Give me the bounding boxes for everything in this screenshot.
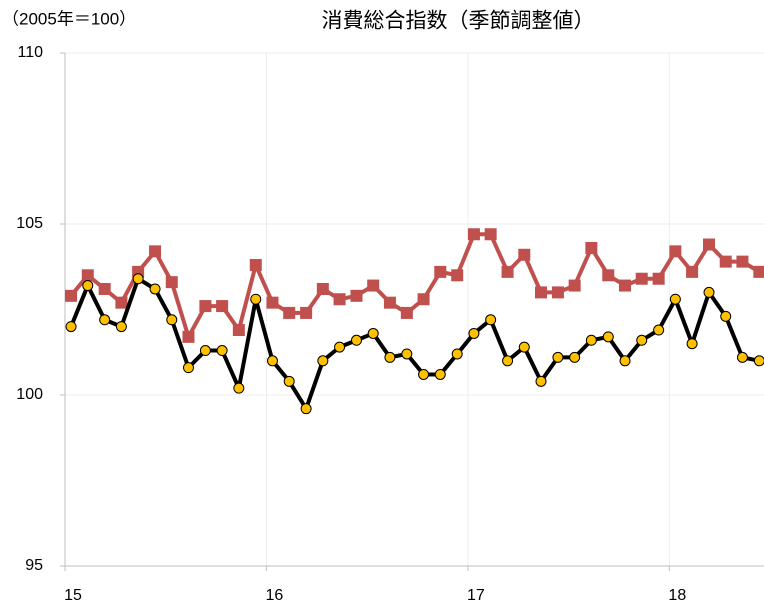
marker xyxy=(182,362,194,374)
marker xyxy=(266,355,278,367)
marker xyxy=(367,279,380,292)
marker xyxy=(653,324,665,336)
marker xyxy=(81,269,94,282)
series-line xyxy=(69,276,760,411)
marker xyxy=(484,228,497,241)
marker xyxy=(166,314,178,326)
marker xyxy=(65,289,78,302)
marker xyxy=(669,245,682,258)
marker xyxy=(317,355,329,367)
marker xyxy=(669,293,681,305)
marker xyxy=(451,269,464,282)
x-tick-label: 18 xyxy=(668,587,686,604)
marker xyxy=(250,293,262,305)
marker xyxy=(132,273,144,285)
marker xyxy=(703,286,715,298)
marker xyxy=(485,314,497,326)
marker xyxy=(719,255,732,268)
marker xyxy=(569,351,581,363)
marker xyxy=(635,272,648,285)
marker xyxy=(115,296,128,309)
marker xyxy=(418,368,430,380)
marker xyxy=(736,255,749,268)
marker xyxy=(182,330,195,343)
y-tick-label: 95 xyxy=(25,557,43,574)
x-tick-label: 16 xyxy=(266,587,284,604)
marker xyxy=(333,293,346,306)
marker xyxy=(149,245,162,258)
marker xyxy=(82,280,94,292)
marker xyxy=(400,306,413,319)
marker xyxy=(619,355,631,367)
marker xyxy=(518,341,530,353)
x-tick-label: 15 xyxy=(64,587,82,604)
marker xyxy=(233,382,245,394)
marker xyxy=(232,324,245,337)
y-tick-label: 105 xyxy=(16,215,43,232)
y-tick-label: 110 xyxy=(17,44,43,61)
marker xyxy=(535,375,547,387)
marker xyxy=(535,286,548,299)
marker xyxy=(383,296,396,309)
marker xyxy=(753,265,764,278)
marker xyxy=(753,355,764,367)
marker xyxy=(551,286,564,299)
marker xyxy=(115,321,127,333)
marker xyxy=(602,331,614,343)
marker xyxy=(467,228,480,241)
marker xyxy=(502,355,514,367)
marker xyxy=(283,306,296,319)
marker xyxy=(300,306,313,319)
marker xyxy=(434,368,446,380)
marker xyxy=(585,334,597,346)
marker xyxy=(501,265,514,278)
marker xyxy=(703,238,716,251)
marker xyxy=(417,293,430,306)
marker xyxy=(434,265,447,278)
marker xyxy=(350,289,363,302)
marker xyxy=(568,279,581,292)
marker xyxy=(99,314,111,326)
marker xyxy=(720,310,732,322)
marker xyxy=(686,338,698,350)
y-tick-label: 100 xyxy=(16,386,43,403)
marker xyxy=(350,334,362,346)
chart-title: 消費総合指数（季節調整値） xyxy=(322,10,595,33)
marker xyxy=(249,259,262,272)
marker xyxy=(283,375,295,387)
marker xyxy=(602,269,615,282)
marker xyxy=(636,334,648,346)
marker xyxy=(686,265,699,278)
marker xyxy=(384,351,396,363)
marker xyxy=(367,327,379,339)
marker xyxy=(199,300,212,313)
marker xyxy=(266,296,279,309)
marker xyxy=(149,283,161,295)
marker xyxy=(216,300,229,313)
marker xyxy=(65,321,77,333)
x-tick-label: 17 xyxy=(467,587,485,604)
marker xyxy=(199,345,211,357)
marker xyxy=(652,272,665,285)
marker xyxy=(300,403,312,415)
marker xyxy=(334,341,346,353)
marker xyxy=(401,348,413,360)
unit-label: （2005年＝100） xyxy=(2,9,136,28)
marker xyxy=(468,327,480,339)
marker xyxy=(518,248,531,261)
marker xyxy=(165,276,178,289)
marker xyxy=(552,351,564,363)
marker xyxy=(619,279,632,292)
marker xyxy=(316,282,329,295)
marker xyxy=(736,351,748,363)
marker xyxy=(451,348,463,360)
marker xyxy=(216,345,228,357)
marker xyxy=(585,241,598,254)
marker xyxy=(98,282,111,295)
